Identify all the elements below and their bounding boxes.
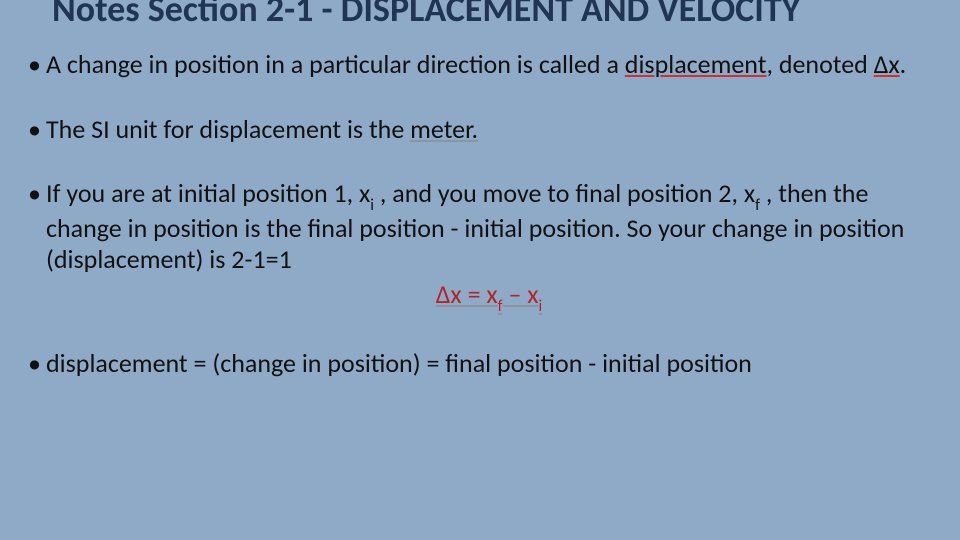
eq-mid: – x [503, 278, 539, 310]
bullet-4: displacement = (change in position) = fi… [28, 348, 932, 379]
sub-f-1: f [755, 196, 760, 215]
bullet-3-mid1: , and you move to final position 2, x [374, 177, 755, 209]
bullet-2-pre: The SI unit for displacement is the [46, 113, 410, 145]
bullet-1: A change in position in a particular dir… [28, 49, 932, 80]
bullet-1-end: . [900, 48, 907, 80]
eq-sub-i: i [539, 297, 543, 316]
bullet-3-pre: If you are at initial position 1, x [46, 177, 370, 209]
slide-title: Notes Section 2-1 - DISPLACEMENT AND VEL… [28, 0, 932, 39]
eq-sub-f: f [498, 297, 503, 316]
bullet-1-mid: , denoted [766, 48, 873, 80]
bullet-1-pre: A change in position in a particular dir… [46, 48, 625, 80]
term-meter: meter. [410, 113, 478, 145]
slide: Notes Section 2-1 - DISPLACEMENT AND VEL… [0, 0, 960, 379]
bullet-list: A change in position in a particular dir… [28, 49, 932, 379]
term-delta-x: Δx [874, 48, 900, 80]
term-displacement: displacement [625, 48, 767, 80]
eq-dx: Δx = x [436, 278, 498, 310]
bullet-3: If you are at initial position 1, xi , a… [28, 178, 932, 314]
equation-line: Δx = xf – xi [46, 279, 932, 314]
sub-i-1: i [370, 196, 374, 215]
bullet-2: The SI unit for displacement is the mete… [28, 114, 932, 145]
